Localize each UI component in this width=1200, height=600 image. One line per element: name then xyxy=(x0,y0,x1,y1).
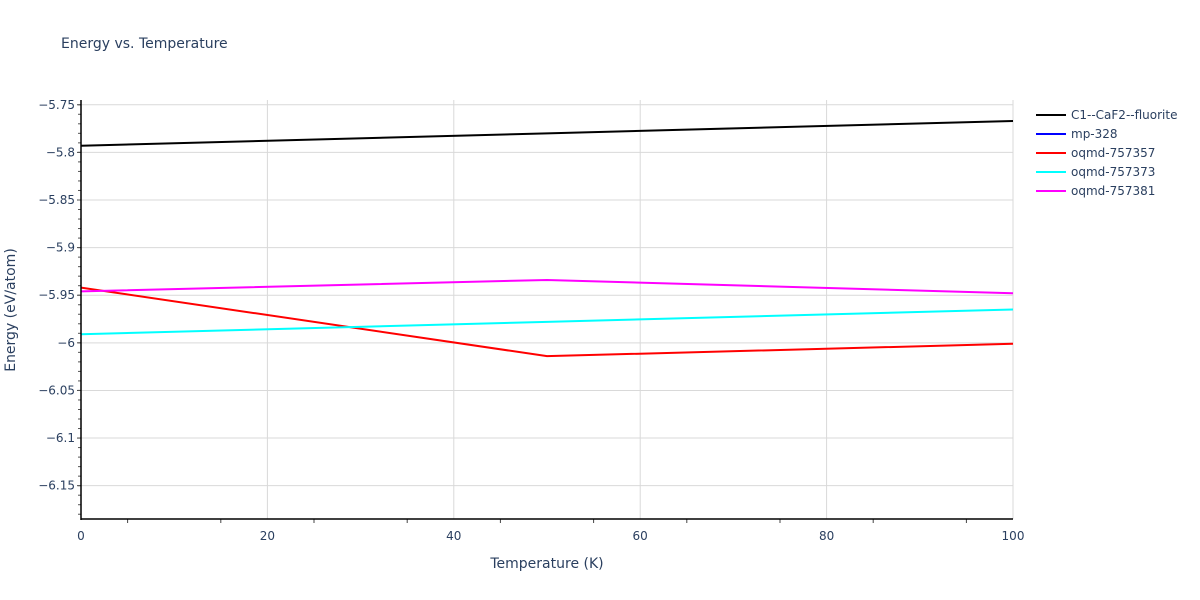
y-tick-label: −6.05 xyxy=(38,383,75,397)
series-line-oqmd-757381 xyxy=(80,278,1014,295)
legend-item[interactable]: oqmd-757381 xyxy=(1036,181,1177,200)
x-tick-label: 0 xyxy=(77,529,85,543)
legend-label: C1--CaF2--fluorite xyxy=(1071,107,1178,122)
legend-item[interactable]: oqmd-757357 xyxy=(1036,143,1177,162)
x-axis-title: Temperature (K) xyxy=(489,556,603,572)
legend-swatch-icon xyxy=(1036,170,1066,173)
x-tick-label: 80 xyxy=(819,529,834,543)
legend-item[interactable]: oqmd-757373 xyxy=(1036,162,1177,181)
legend-label: oqmd-757381 xyxy=(1071,183,1156,198)
series-line-oqmd-757373 xyxy=(80,308,1014,336)
x-tick-label: 60 xyxy=(633,529,648,543)
y-tick-label: −5.75 xyxy=(38,98,75,112)
legend-label: oqmd-757373 xyxy=(1071,164,1156,179)
legend-swatch-icon xyxy=(1036,113,1066,116)
legend-swatch-icon xyxy=(1036,151,1066,154)
y-tick-label: −5.95 xyxy=(38,288,75,302)
legend-item[interactable]: C1--CaF2--fluorite xyxy=(1036,105,1177,124)
x-tick-label: 20 xyxy=(260,529,275,543)
y-tick-label: −5.8 xyxy=(46,145,75,159)
y-tick-label: −5.85 xyxy=(38,193,75,207)
series-line-c1-caf2-fluorite xyxy=(80,119,1014,147)
legend: C1--CaF2--fluorite mp-328 oqmd-757357 oqmd-… xyxy=(1036,105,1177,200)
gridlines xyxy=(81,100,1014,519)
legend-label: mp-328 xyxy=(1071,126,1118,141)
legend-label: oqmd-757357 xyxy=(1071,145,1156,160)
x-tick-label: 100 xyxy=(1002,529,1025,543)
axes: 0 20 40 60 80 100 −5.75 −5.8 −5.85 −5.9 −5.95 −6 −6.… xyxy=(38,98,1024,543)
y-axis-title: Energy (eV/atom) xyxy=(3,248,19,372)
y-tick-label: −5.9 xyxy=(46,241,75,255)
series-line-oqmd-757357 xyxy=(80,286,1014,358)
y-tick-label: −6 xyxy=(57,336,75,350)
x-tick-label: 40 xyxy=(446,529,461,543)
legend-swatch-icon xyxy=(1036,132,1066,135)
legend-item[interactable]: mp-328 xyxy=(1036,124,1177,143)
series-lines xyxy=(80,119,1014,358)
y-tick-label: −6.1 xyxy=(46,431,75,445)
y-tick-label: −6.15 xyxy=(38,479,75,493)
chart-title: Energy vs. Temperature xyxy=(61,36,228,52)
legend-swatch-icon xyxy=(1036,189,1066,192)
